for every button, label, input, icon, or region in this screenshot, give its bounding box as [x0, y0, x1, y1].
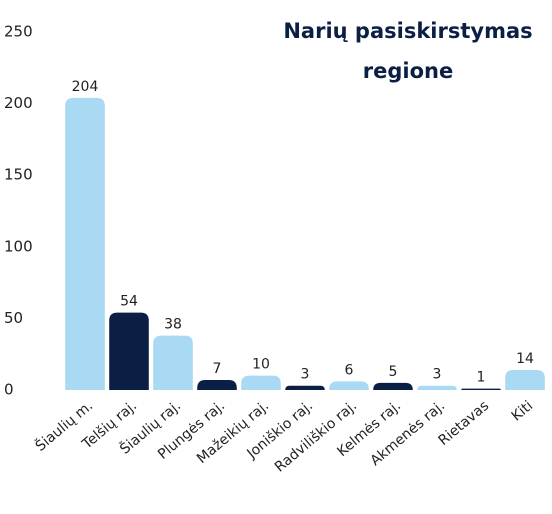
value-label: 204	[72, 79, 99, 95]
value-label: 6	[345, 362, 354, 378]
bar	[109, 312, 149, 390]
x-tick-label: Kiti	[509, 398, 536, 425]
y-tick-label: 200	[4, 94, 33, 112]
value-label: 14	[516, 351, 534, 367]
bar	[241, 375, 281, 390]
bar	[197, 379, 237, 390]
bar	[285, 385, 325, 390]
value-label: 5	[389, 364, 398, 380]
value-label: 1	[477, 370, 486, 386]
bar	[505, 369, 545, 390]
value-label: 38	[164, 317, 182, 333]
bar	[417, 385, 457, 390]
y-tick-label: 50	[4, 309, 23, 327]
chart-title: Narių pasiskirstymas	[283, 19, 532, 43]
y-tick-label: 250	[4, 23, 33, 41]
bar	[373, 382, 413, 390]
y-tick-label: 150	[4, 166, 33, 184]
bar	[153, 335, 193, 390]
value-label: 3	[301, 367, 310, 383]
value-label: 54	[120, 294, 138, 310]
chart-title: regione	[363, 59, 453, 83]
y-tick-label: 0	[4, 381, 14, 399]
value-label: 7	[213, 361, 222, 377]
bar	[329, 381, 369, 390]
value-label: 3	[433, 367, 442, 383]
bar	[461, 388, 501, 390]
y-tick-label: 100	[4, 237, 33, 255]
value-label: 10	[252, 357, 270, 373]
bar	[65, 97, 105, 390]
